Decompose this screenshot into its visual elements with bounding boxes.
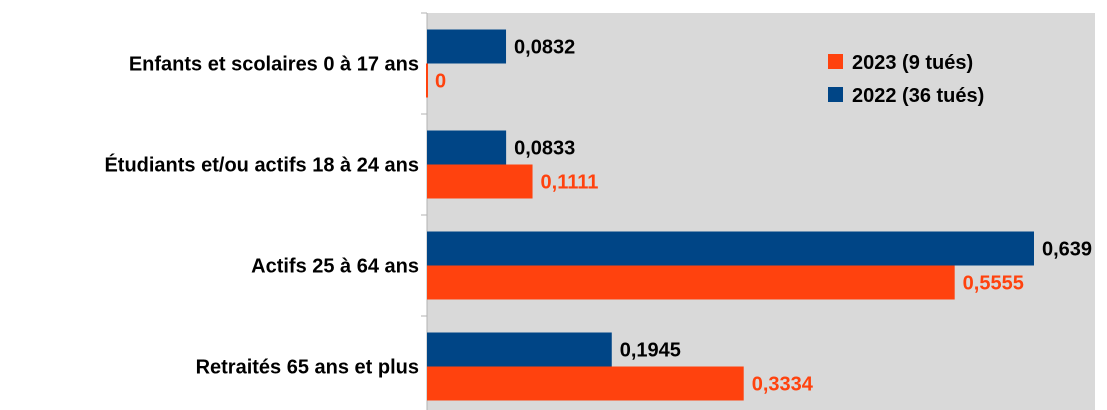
data-labels: 0,0832 0 0,0833 0,1111 0,639 0,5555 0,1945 0,33… (435, 37, 1092, 396)
bar (427, 231, 1034, 266)
data-label: 0 (435, 71, 446, 93)
legend-label: 2023 (9 tués) (852, 52, 973, 74)
data-label: 0,1111 (541, 172, 599, 194)
bars (426, 29, 1034, 401)
data-label: 0,0832 (514, 37, 575, 59)
data-label: 0,3334 (752, 374, 814, 396)
bar (427, 332, 612, 367)
category-label: Actifs 25 à 64 ans (251, 256, 419, 278)
legend: 2023 (9 tués) 2022 (36 tués) (828, 52, 984, 107)
bar (427, 130, 507, 165)
category-axis-ticks (421, 12, 427, 317)
category-label: Enfants et scolaires 0 à 17 ans (129, 54, 419, 76)
data-label: 0,639 (1042, 239, 1092, 261)
category-labels: Enfants et scolaires 0 à 17 ans Étudiants… (104, 54, 419, 379)
legend-swatch (828, 87, 843, 102)
bar (427, 265, 955, 300)
legend-swatch (828, 54, 843, 69)
bar (427, 164, 533, 199)
category-label: Étudiants et/ou actifs 18 à 24 ans (104, 154, 419, 177)
data-label: 0,5555 (963, 273, 1024, 295)
category-label: Retraités 65 ans et plus (196, 357, 419, 379)
data-label: 0,1945 (620, 340, 681, 362)
bar-zero-marker (426, 63, 428, 98)
bar (427, 29, 507, 64)
bar (427, 366, 744, 401)
legend-label: 2022 (36 tués) (852, 85, 984, 107)
data-label: 0,0833 (514, 138, 575, 160)
